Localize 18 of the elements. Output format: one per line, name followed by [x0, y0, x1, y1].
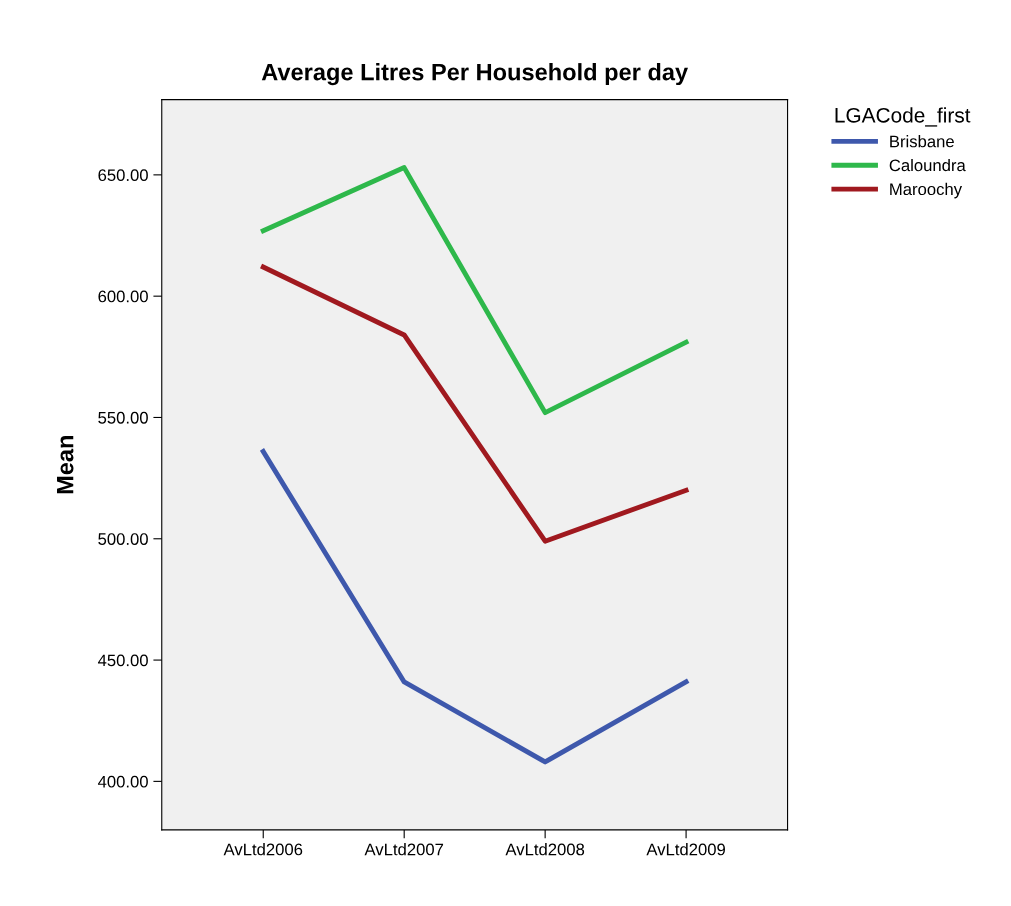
x-tick-label: AvLtd2006	[223, 843, 303, 856]
legend-label: Maroochy	[890, 182, 963, 199]
y-tick-label: 600.00	[98, 290, 148, 303]
legend-label: Brisbane	[890, 135, 954, 148]
x-tick-label: AvLtd2009	[646, 843, 725, 856]
y-tick-label: 550.00	[98, 411, 148, 424]
x-tick-label: AvLtd2007	[364, 843, 444, 856]
y-tick-label: 450.00	[97, 654, 148, 667]
y-tick-label: 500.00	[98, 533, 148, 545]
line-series	[260, 264, 689, 544]
y-tick-label: 400.00	[97, 775, 148, 788]
legend-label: Caloundra	[889, 158, 966, 172]
line-series	[260, 165, 689, 416]
x-tick-label: AvLtd2008	[505, 843, 585, 856]
y-axis-title: Mean	[57, 436, 74, 494]
y-tick-label: 650.00	[98, 169, 148, 182]
chart-title: Average Litres Per Household per day	[261, 63, 688, 86]
legend-title: LGACode_first	[835, 107, 971, 127]
